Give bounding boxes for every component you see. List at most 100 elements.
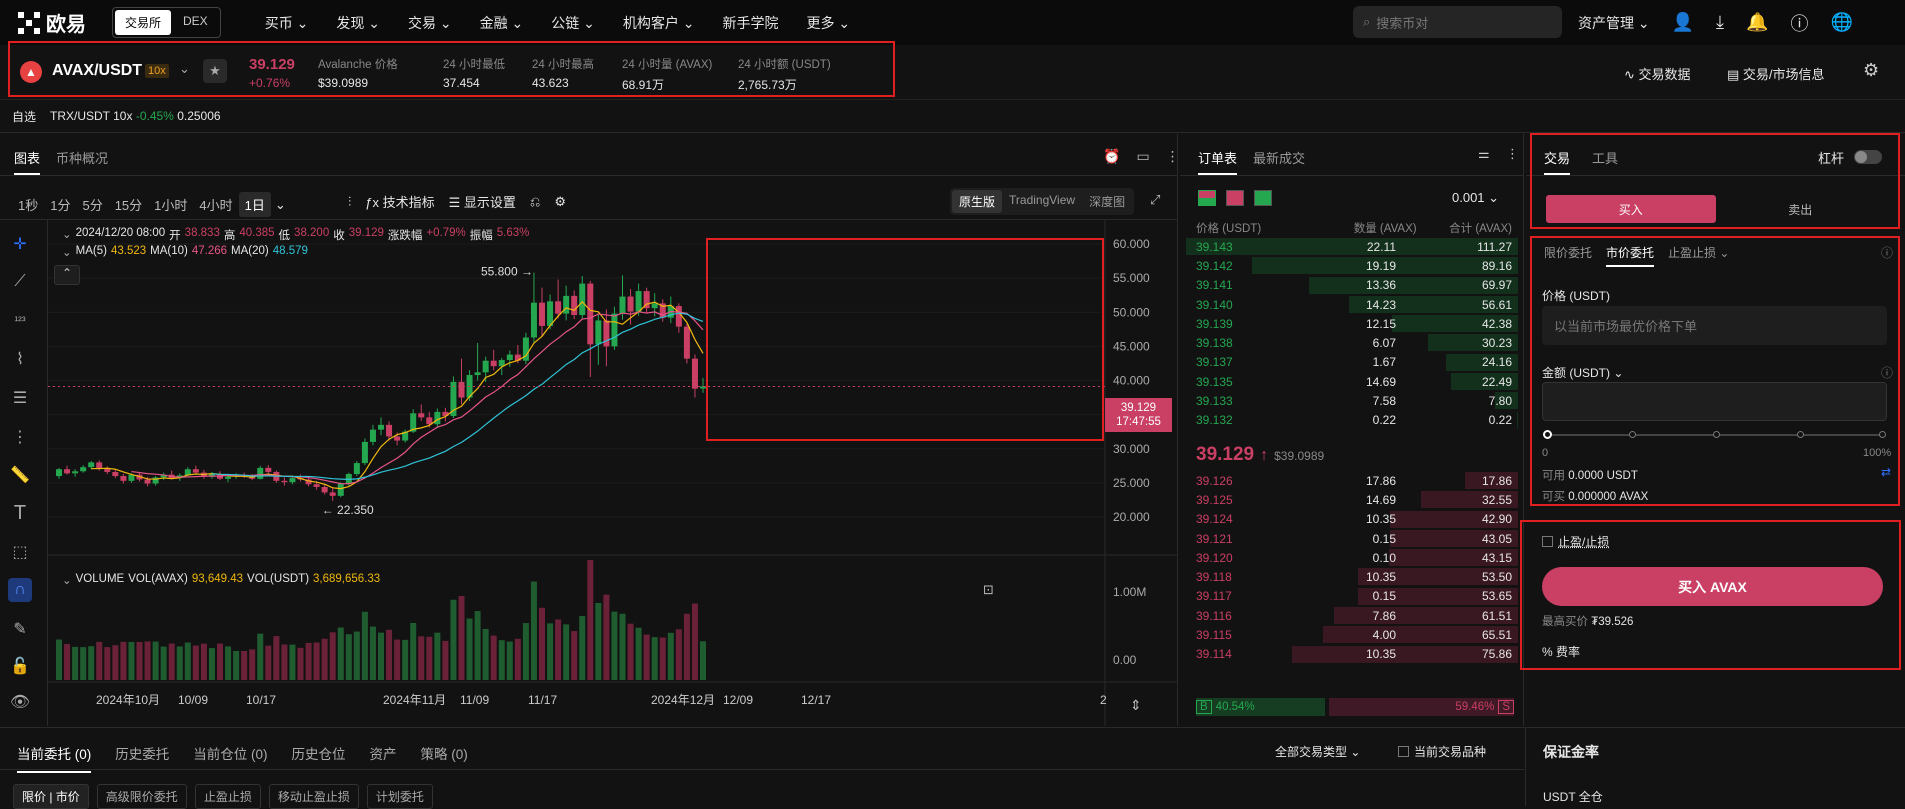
window-icon[interactable]: ▭ xyxy=(1136,148,1150,164)
bids-row[interactable]: 39.142 19.19 89.16 xyxy=(1186,256,1518,275)
menu-trade[interactable]: 交易 ⌄ xyxy=(407,14,452,31)
price-input[interactable]: 以当前市场最优价格下单 xyxy=(1542,306,1887,345)
chevron-down-icon[interactable]: ⌄ xyxy=(62,247,72,259)
interval-1[interactable]: 1分 xyxy=(50,198,71,213)
both-sides-icon[interactable] xyxy=(1198,190,1216,206)
menu-chain[interactable]: 公链 ⌄ xyxy=(551,14,595,31)
tpsl-checkbox[interactable]: 止盈/止损 xyxy=(1542,533,1609,550)
ticker-stat[interactable]: Avalanche 价格 $39.0989 xyxy=(318,59,398,90)
bids-row[interactable]: 39.132 0.22 0.22 xyxy=(1196,411,1518,429)
asks-row[interactable]: 39.121 0.15 43.05 xyxy=(1186,529,1518,548)
chevron-down-icon[interactable]: ⌄ xyxy=(62,229,72,241)
interval-5[interactable]: 4小时 xyxy=(199,198,233,213)
text-icon[interactable]: T xyxy=(13,501,27,524)
gann-icon[interactable]: ⋮ xyxy=(12,429,28,446)
pair-name[interactable]: AVAX/USDT xyxy=(52,62,143,79)
menu-buy-crypto[interactable]: 买币 ⌄ xyxy=(264,14,309,31)
more-icon[interactable]: ⋮ xyxy=(1165,148,1180,164)
fib-icon[interactable]: ¹²³ xyxy=(14,315,26,327)
current-symbol-checkbox[interactable]: 当前交易品种 xyxy=(1398,743,1486,760)
bids-row[interactable]: 39.135 14.69 22.49 xyxy=(1186,372,1518,391)
more-icon[interactable]: ⋮ xyxy=(1506,146,1519,161)
buy-avax-button[interactable]: 买入 AVAX xyxy=(1542,567,1883,606)
interval-4[interactable]: 1小时 xyxy=(154,198,188,213)
brand-logo[interactable]: 欧易 xyxy=(18,8,86,37)
bids-row[interactable]: 39.138 6.07 30.23 xyxy=(1186,333,1518,352)
dex-tab[interactable]: DEX xyxy=(183,14,208,28)
buy-tab[interactable]: 买入 xyxy=(1546,195,1716,223)
asset-management-menu[interactable]: 资产管理 ⌄ xyxy=(1578,14,1650,31)
interval-0[interactable]: 1秒 xyxy=(18,198,39,213)
asks-only-icon[interactable] xyxy=(1226,190,1244,206)
tab-chart[interactable]: 图表 xyxy=(14,148,41,175)
bell-icon[interactable]: 🔔 xyxy=(1746,12,1769,32)
search-input[interactable]: ⌕ 搜索币对 xyxy=(1353,6,1562,38)
settings-sliders-icon[interactable]: ⚌ xyxy=(1478,146,1490,161)
bids-row[interactable]: 39.139 12.15 42.38 xyxy=(1186,314,1518,333)
menu-discover[interactable]: 发现 ⌄ xyxy=(336,14,380,31)
eye-icon[interactable]: 👁 xyxy=(9,694,31,711)
gear-icon[interactable]: ⚙ xyxy=(1863,60,1880,80)
alert-icon[interactable]: ⏰ xyxy=(1103,148,1121,164)
tick-size-select[interactable]: 0.001 ⌄ xyxy=(1452,190,1500,205)
info-icon[interactable]: ⓘ xyxy=(1881,246,1894,260)
order-type-tpsl[interactable]: 止盈止损 ⌄ xyxy=(1668,246,1730,260)
lock-icon[interactable]: 🔓 xyxy=(10,658,30,675)
tab-coin-overview[interactable]: 币种概况 xyxy=(56,151,109,166)
interval-6[interactable]: 1日 xyxy=(238,192,271,217)
asks-row[interactable]: 39.124 10.35 42.90 xyxy=(1186,510,1518,529)
chevron-down-icon[interactable]: ⌄ xyxy=(179,61,190,76)
view-depth[interactable]: 深度图 xyxy=(1089,195,1126,209)
fee-rate-link[interactable]: % 费率 xyxy=(1542,645,1581,659)
menu-institutional[interactable]: 机构客户 ⌄ xyxy=(622,14,695,31)
tab-trade[interactable]: 交易 xyxy=(1544,148,1571,175)
trade-data-link[interactable]: ∿ 交易数据 xyxy=(1624,67,1691,82)
indicators-button[interactable]: ƒx 技术指标 xyxy=(365,195,435,210)
bottom-tab-5[interactable]: 策略 (0) xyxy=(420,747,468,762)
menu-finance[interactable]: 金融 ⌄ xyxy=(479,14,524,31)
order-subtab-0[interactable]: 限价 | 市价 xyxy=(13,784,89,809)
magnet-icon[interactable]: ∩ xyxy=(8,578,32,602)
chevron-down-icon[interactable]: ⌄ xyxy=(62,575,72,587)
menu-academy[interactable]: 新手学院 xyxy=(722,14,779,31)
display-settings-button[interactable]: ☰ 显示设置 xyxy=(448,195,516,210)
asks-row[interactable]: 39.115 4.00 65.51 xyxy=(1186,625,1518,644)
bottom-tab-3[interactable]: 历史仓位 xyxy=(291,747,346,762)
interval-3[interactable]: 15分 xyxy=(114,198,143,213)
bottom-tab-4[interactable]: 资产 xyxy=(369,747,397,762)
asks-row[interactable]: 39.120 0.10 43.15 xyxy=(1186,548,1518,567)
amount-input[interactable] xyxy=(1542,382,1887,421)
bids-row[interactable]: 39.143 22.11 111.27 xyxy=(1186,237,1518,256)
order-type-market[interactable]: 市价委托 xyxy=(1606,244,1655,267)
order-subtab-4[interactable]: 计划委托 xyxy=(366,784,433,809)
shape-icon[interactable]: ⬚ xyxy=(12,544,28,561)
favorite-item[interactable]: TRX/USDT 10x -0.45% 0.25006 xyxy=(50,109,221,123)
trade-type-filter[interactable]: 全部交易类型 ⌄ xyxy=(1275,745,1361,759)
interval-more-chevron[interactable]: ⌄ xyxy=(274,196,286,212)
tab-orderbook[interactable]: 订单表 xyxy=(1198,148,1238,175)
bids-row[interactable]: 39.140 14.23 56.61 xyxy=(1186,295,1518,314)
collapse-icon[interactable]: ⌃ xyxy=(54,265,80,285)
order-subtab-1[interactable]: 高级限价委托 xyxy=(96,784,187,809)
asks-row[interactable]: 39.118 10.35 53.50 xyxy=(1186,567,1518,586)
info-icon[interactable]: ⓘ xyxy=(1881,366,1894,380)
bids-row[interactable]: 39.141 13.36 69.97 xyxy=(1186,276,1518,295)
tab-latest-trades[interactable]: 最新成交 xyxy=(1253,151,1306,166)
channel-icon[interactable]: ☰ xyxy=(12,390,28,407)
asks-row[interactable]: 39.117 0.15 53.65 xyxy=(1186,587,1518,606)
trendline-icon[interactable]: ⟋ xyxy=(14,273,26,290)
bids-only-icon[interactable] xyxy=(1254,190,1272,206)
star-icon[interactable]: ★ xyxy=(203,59,227,83)
bottom-tab-1[interactable]: 历史委托 xyxy=(115,747,170,762)
amount-label[interactable]: 金额 (USDT) ⌄ xyxy=(1542,366,1624,380)
view-native[interactable]: 原生版 xyxy=(952,190,1003,213)
pen-icon[interactable]: ✎ xyxy=(13,621,27,638)
order-subtab-3[interactable]: 移动止盈止损 xyxy=(268,784,359,809)
order-subtab-2[interactable]: 止盈止损 xyxy=(194,784,261,809)
globe-icon[interactable]: 🌐 xyxy=(1830,12,1853,32)
asks-row[interactable]: 39.125 14.69 32.55 xyxy=(1186,490,1518,509)
ruler-icon[interactable]: 📏 xyxy=(10,467,30,484)
leverage-toggle[interactable] xyxy=(1854,150,1882,164)
transfer-icon[interactable]: ⇄ xyxy=(1881,465,1892,479)
amount-slider[interactable] xyxy=(1543,430,1886,440)
